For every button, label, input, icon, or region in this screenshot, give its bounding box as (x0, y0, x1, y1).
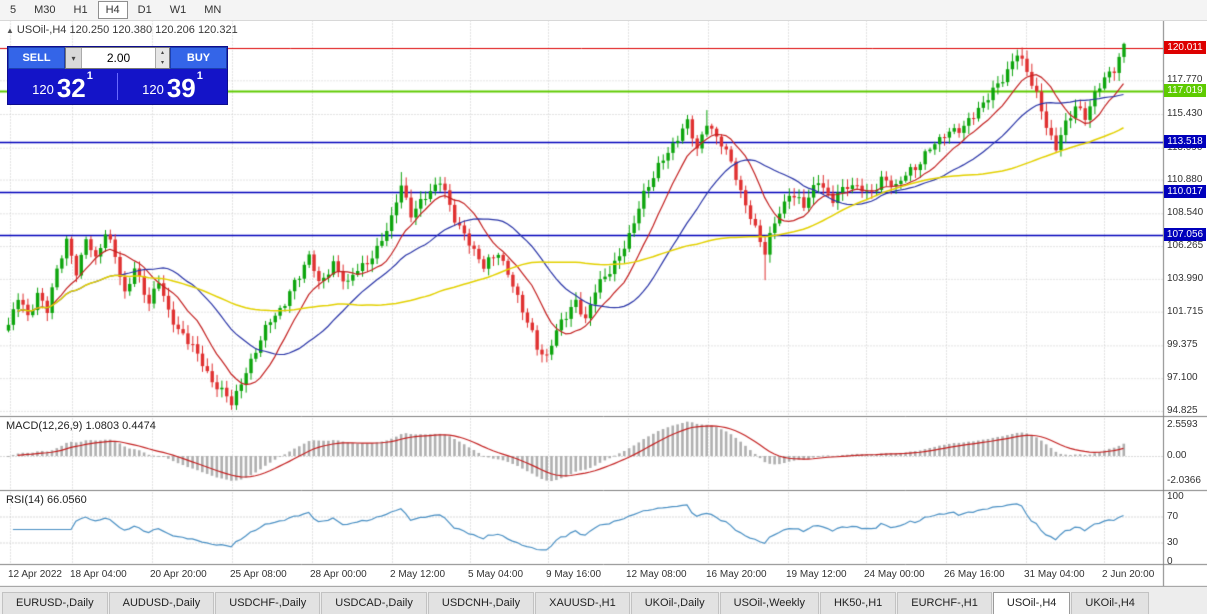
spin-down-icon[interactable]: ▾ (160, 60, 164, 66)
price-axis-label: 103.990 (1167, 272, 1204, 284)
buy-price-pip: 1 (196, 70, 203, 82)
buy-price-prefix: 120 (142, 82, 164, 97)
date-axis-label: 20 Apr 20:00 (150, 569, 207, 580)
date-axis-label: 26 May 16:00 (944, 569, 1005, 580)
chart-tab-USDCNH-Daily[interactable]: USDCNH-,Daily (427, 592, 535, 614)
price-axis-label: 99.375 (1167, 339, 1198, 351)
sell-price-pip: 1 (86, 70, 93, 82)
price-line-badge: 117.019 (1164, 84, 1206, 98)
price-axis-label: 110.880 (1167, 173, 1203, 185)
rsi-axis-label: 30 (1167, 536, 1179, 548)
date-axis-label: 9 May 16:00 (546, 569, 602, 580)
buy-button[interactable]: BUY (170, 47, 227, 69)
chart-tab-USDCAD-Daily[interactable]: USDCAD-,Daily (321, 592, 427, 614)
chart-tab-AUDUSD-Daily[interactable]: AUDUSD-,Daily (108, 592, 215, 614)
date-axis-label: 12 Apr 2022 (8, 569, 62, 580)
timeframe-button-W1[interactable]: W1 (169, 4, 187, 16)
trade-widget-top-row: SELL ▾ 2.00 ▴ ▾ BUY (8, 47, 227, 69)
sell-price-prefix: 120 (32, 82, 54, 97)
price-axis-label: 106.265 (1167, 240, 1204, 252)
price-line-badge: 110.017 (1164, 185, 1206, 198)
timeframe-toolbar: 5 M30 H1 H4 D1 W1 MN (0, 0, 1207, 21)
date-axis-label: 19 May 12:00 (786, 569, 847, 580)
buy-price[interactable]: 120 39 1 (118, 69, 227, 104)
timeframe-button-H4[interactable]: H4 (97, 1, 128, 19)
chart-tab-USOil-H4[interactable]: USOil-,H4 (992, 592, 1071, 614)
timeframe-button-MN[interactable]: MN (204, 4, 222, 16)
volume-spinner[interactable]: ▴ ▾ (155, 48, 169, 68)
sell-price-big: 32 (56, 73, 86, 103)
date-axis-label: 12 May 08:00 (626, 569, 687, 580)
chart-tab-EURUSD-Daily[interactable]: EURUSD-,Daily (2, 592, 108, 614)
timeframe-button-M30[interactable]: M30 (34, 4, 56, 16)
timeframe-button-H1[interactable]: H1 (73, 4, 88, 16)
chart-tab-XAUUSD-H1[interactable]: XAUUSD-,H1 (535, 592, 630, 614)
timeframe-button-D1[interactable]: D1 (137, 4, 152, 16)
date-axis-label: 25 Apr 08:00 (230, 569, 287, 580)
date-axis-label: 2 Jun 20:00 (1102, 569, 1155, 580)
collapse-widget-icon[interactable]: ▲ (6, 26, 14, 35)
volume-value[interactable]: 2.00 (106, 51, 131, 65)
buy-price-big: 39 (166, 73, 196, 103)
date-axis-label: 2 May 12:00 (390, 569, 446, 580)
chart-tab-UKOil-H4[interactable]: UKOil-,H4 (1071, 592, 1149, 614)
sell-button[interactable]: SELL (8, 47, 65, 69)
chart-title-text: USOil-,H4 120.250 120.380 120.206 120.32… (16, 24, 238, 36)
price-axis-label: 101.715 (1167, 305, 1204, 317)
chart-tab-USDCHF-Daily[interactable]: USDCHF-,Daily (215, 592, 321, 614)
date-axis-label: 24 May 00:00 (864, 569, 925, 580)
macd-axis-label: -2.0366 (1167, 474, 1201, 486)
price-axis-label: 117.770 (1167, 74, 1203, 86)
timeframe-button-5[interactable]: 5 (10, 4, 17, 16)
chart-tab-USOil-Weekly[interactable]: USOil-,Weekly (719, 592, 819, 614)
price-axis-label: 97.100 (1167, 372, 1198, 384)
sell-price[interactable]: 120 32 1 (8, 69, 117, 104)
rsi-indicator-label: RSI(14) 66.0560 (6, 494, 87, 506)
price-axis-label: 108.540 (1167, 207, 1204, 219)
chart-tab-UKOil-Daily[interactable]: UKOil-,Daily (630, 592, 719, 614)
chart-title: ▲ USOil-,H4 120.250 120.380 120.206 120.3… (6, 24, 238, 36)
one-click-trade-widget: SELL ▾ 2.00 ▴ ▾ BUY 120 32 1 120 39 1 (8, 47, 227, 104)
rsi-axis-label: 0 (1167, 556, 1173, 567)
price-line-badge: 113.518 (1164, 134, 1206, 148)
date-axis-label: 18 Apr 04:00 (70, 569, 127, 580)
volume-dropdown-icon[interactable]: ▾ (66, 48, 82, 68)
price-line-badge: 120.011 (1164, 41, 1206, 54)
chart-tabs: EURUSD-,Daily AUDUSD-,Daily USDCHF-,Daily U… (0, 586, 1207, 614)
price-divider (117, 73, 118, 100)
price-axis-label: 115.430 (1167, 108, 1203, 119)
date-axis-label: 16 May 20:00 (706, 569, 767, 580)
volume-field[interactable]: ▾ 2.00 ▴ ▾ (65, 47, 170, 69)
rsi-axis-label: 100 (1167, 491, 1184, 502)
date-axis-label: 28 Apr 00:00 (310, 569, 367, 580)
spin-up-icon[interactable]: ▴ (160, 50, 164, 56)
macd-axis-label: 0.00 (1167, 450, 1187, 461)
macd-axis-label: 2.5593 (1167, 419, 1198, 430)
chart-tab-HK50-H1[interactable]: HK50-,H1 (819, 592, 897, 614)
price-axis-label: 94.825 (1167, 404, 1198, 416)
rsi-axis-label: 70 (1167, 510, 1179, 522)
trade-widget-price-row: 120 32 1 120 39 1 (8, 69, 227, 104)
price-line-badge: 107.056 (1164, 227, 1206, 241)
macd-indicator-label: MACD(12,26,9) 1.0803 0.4474 (6, 420, 156, 432)
date-axis-label: 31 May 04:00 (1024, 569, 1085, 580)
chart-tab-EURCHF-H1[interactable]: EURCHF-,H1 (897, 592, 992, 614)
date-axis-label: 5 May 04:00 (468, 569, 524, 580)
